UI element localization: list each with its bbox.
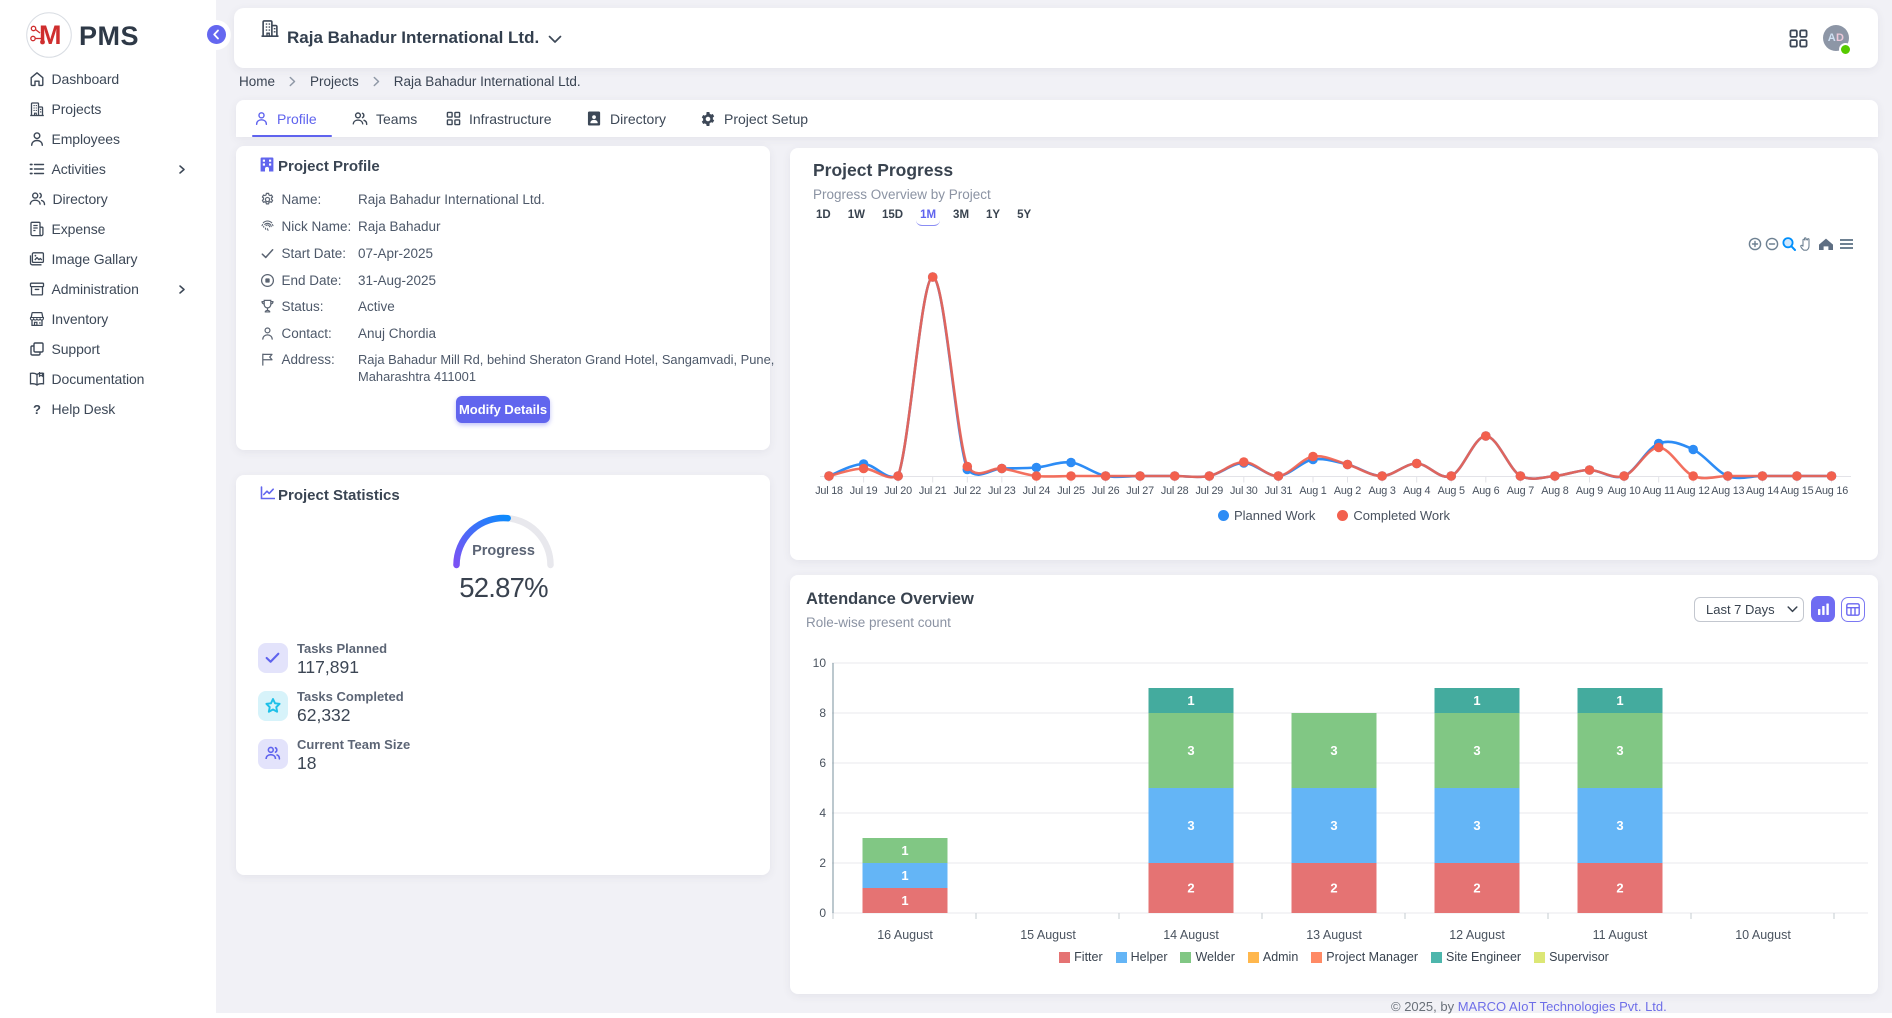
svg-text:16 August: 16 August xyxy=(877,928,933,942)
svg-text:Jul 28: Jul 28 xyxy=(1161,485,1189,497)
svg-text:3: 3 xyxy=(1473,743,1480,758)
svg-text:12 August: 12 August xyxy=(1449,928,1505,942)
svg-text:Aug 2: Aug 2 xyxy=(1334,485,1361,497)
svg-text:Aug 12: Aug 12 xyxy=(1677,485,1710,497)
svg-text:Jul 27: Jul 27 xyxy=(1126,485,1154,497)
svg-text:Aug 4: Aug 4 xyxy=(1403,485,1430,497)
svg-text:Jul 31: Jul 31 xyxy=(1265,485,1293,497)
svg-text:1: 1 xyxy=(1187,693,1194,708)
svg-text:14 August: 14 August xyxy=(1163,928,1219,942)
svg-text:10 August: 10 August xyxy=(1735,928,1791,942)
svg-text:4: 4 xyxy=(819,806,826,820)
svg-text:Aug 7: Aug 7 xyxy=(1507,485,1534,497)
svg-text:Aug 3: Aug 3 xyxy=(1368,485,1395,497)
svg-text:3: 3 xyxy=(1187,743,1194,758)
svg-text:1: 1 xyxy=(1616,693,1623,708)
svg-text:Aug 8: Aug 8 xyxy=(1541,485,1568,497)
svg-text:3: 3 xyxy=(1187,818,1194,833)
svg-text:0: 0 xyxy=(819,906,826,920)
svg-text:3: 3 xyxy=(1330,743,1337,758)
svg-text:Jul 26: Jul 26 xyxy=(1092,485,1120,497)
svg-text:Jul 25: Jul 25 xyxy=(1057,485,1085,497)
svg-text:Jul 20: Jul 20 xyxy=(884,485,912,497)
svg-text:1: 1 xyxy=(1473,693,1480,708)
svg-text:Aug 6: Aug 6 xyxy=(1472,485,1499,497)
svg-text:Aug 16: Aug 16 xyxy=(1815,485,1848,497)
svg-text:Aug 14: Aug 14 xyxy=(1746,485,1779,497)
svg-text:Jul 29: Jul 29 xyxy=(1195,485,1223,497)
svg-text:Jul 21: Jul 21 xyxy=(919,485,947,497)
svg-text:10: 10 xyxy=(813,656,827,670)
svg-text:3: 3 xyxy=(1330,818,1337,833)
svg-text:2: 2 xyxy=(1187,881,1194,896)
svg-text:Aug 15: Aug 15 xyxy=(1780,485,1813,497)
svg-text:Aug 13: Aug 13 xyxy=(1711,485,1744,497)
svg-text:1: 1 xyxy=(901,843,908,858)
svg-text:Jul 19: Jul 19 xyxy=(850,485,878,497)
svg-text:Jul 24: Jul 24 xyxy=(1023,485,1051,497)
svg-text:Jul 18: Jul 18 xyxy=(815,485,843,497)
svg-text:Jul 23: Jul 23 xyxy=(988,485,1016,497)
svg-text:Jul 22: Jul 22 xyxy=(953,485,981,497)
svg-text:13 August: 13 August xyxy=(1306,928,1362,942)
svg-text:Aug 1: Aug 1 xyxy=(1299,485,1326,497)
svg-text:Aug 5: Aug 5 xyxy=(1438,485,1465,497)
svg-text:M: M xyxy=(39,20,62,50)
svg-text:Aug 10: Aug 10 xyxy=(1608,485,1641,497)
svg-text:3: 3 xyxy=(1616,818,1623,833)
svg-text:?: ? xyxy=(33,402,41,417)
svg-text:3: 3 xyxy=(1473,818,1480,833)
svg-text:3: 3 xyxy=(1616,743,1623,758)
svg-text:15 August: 15 August xyxy=(1020,928,1076,942)
svg-text:1: 1 xyxy=(901,868,908,883)
svg-text:2: 2 xyxy=(1616,881,1623,896)
svg-text:2: 2 xyxy=(1330,881,1337,896)
svg-text:6: 6 xyxy=(819,756,826,770)
svg-text:Jul 30: Jul 30 xyxy=(1230,485,1258,497)
svg-text:Aug 11: Aug 11 xyxy=(1643,485,1675,497)
svg-text:2: 2 xyxy=(1473,881,1480,896)
svg-text:2: 2 xyxy=(819,856,826,870)
svg-text:11 August: 11 August xyxy=(1593,928,1648,942)
svg-text:8: 8 xyxy=(819,706,826,720)
svg-text:1: 1 xyxy=(901,893,908,908)
svg-text:Aug 9: Aug 9 xyxy=(1576,485,1603,497)
